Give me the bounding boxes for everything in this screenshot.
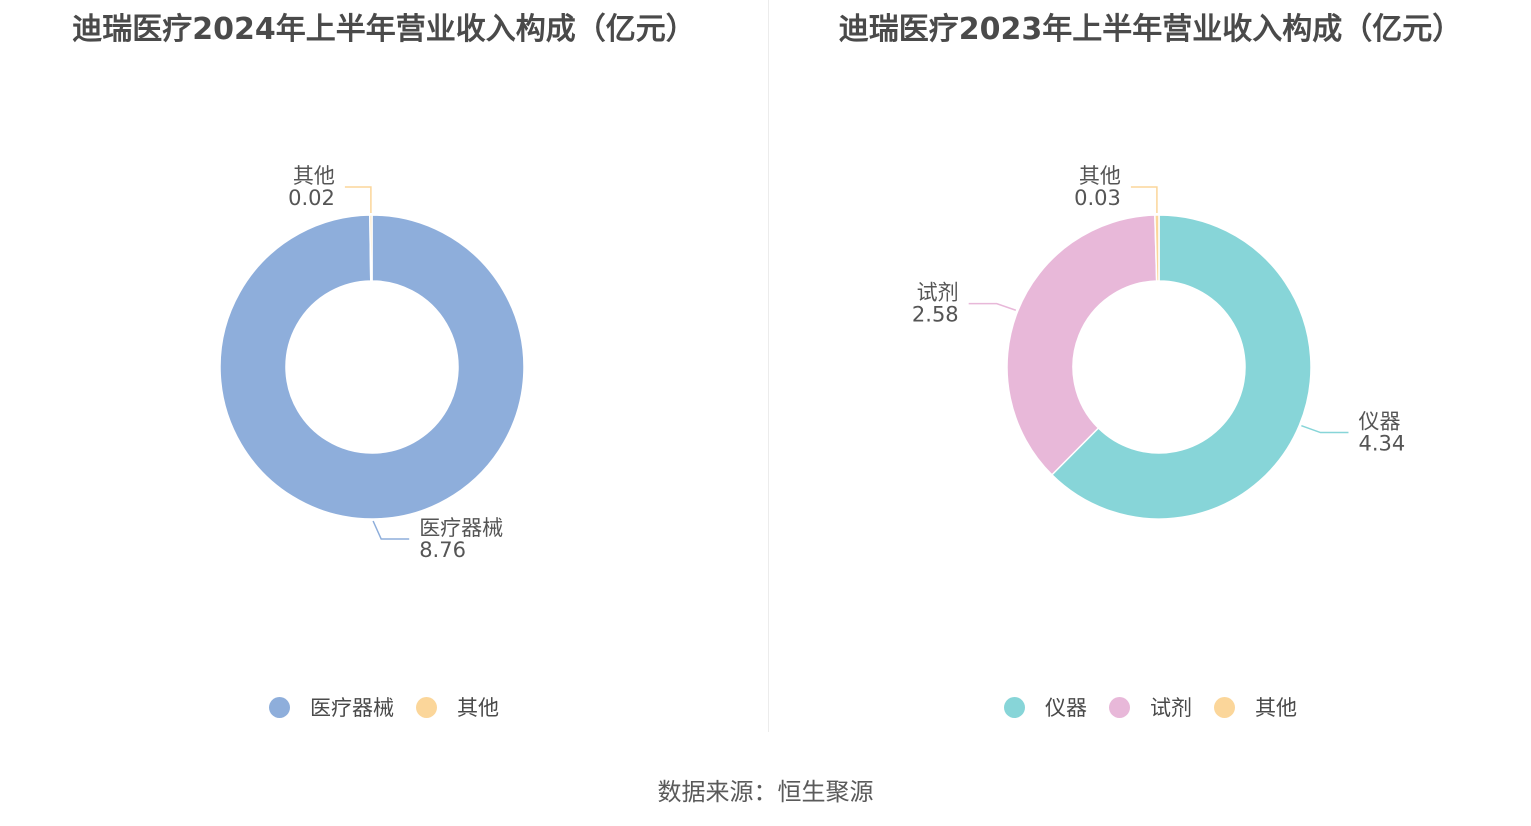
legend-label: 其他: [1255, 696, 1297, 720]
chart-panel-2024: 迪瑞医疗2024年上半年营业收入构成（亿元） 医疗器械 8.76 其他 0.02 医疗…: [0, 0, 768, 730]
slice-label-其他: 其他: [1079, 164, 1121, 188]
legend-label: 试剂: [1150, 696, 1192, 720]
leader-line-医疗器械: [372, 520, 410, 540]
slice-value-其他: 0.03: [1074, 186, 1121, 210]
legend-swatch: [1004, 696, 1025, 718]
leader-line-试剂: [968, 302, 1017, 311]
legend-item-医疗器械[interactable]: 医疗器械: [269, 692, 394, 722]
data-source: 数据来源：恒生聚源: [657, 778, 874, 806]
slice-仪器[interactable]: [1050, 214, 1312, 520]
slice-value-仪器: 4.34: [1358, 432, 1405, 456]
slice-label-仪器: 仪器: [1358, 410, 1400, 434]
legend-label: 仪器: [1045, 696, 1087, 720]
slice-label-其他: 其他: [293, 164, 335, 188]
chart-title: 迪瑞医疗2023年上半年营业收入构成（亿元）: [838, 12, 1463, 47]
leader-line-其他: [1130, 186, 1158, 214]
slice-其他[interactable]: [1154, 214, 1160, 282]
panel-divider: [768, 0, 769, 732]
slice-试剂[interactable]: [1006, 214, 1158, 476]
leader-line-其他: [344, 186, 372, 214]
slice-label-试剂: 试剂: [917, 281, 959, 305]
legend-swatch: [1109, 696, 1130, 718]
legend-item-试剂[interactable]: 试剂: [1109, 692, 1192, 722]
legend-swatch: [269, 696, 290, 718]
leader-line-仪器: [1301, 424, 1349, 434]
legend-swatch: [1214, 696, 1235, 718]
legend-swatch: [416, 696, 437, 718]
chart-panel-2023: 迪瑞医疗2023年上半年营业收入构成（亿元） 仪器 4.34 试剂 2.58 其他 0.0…: [770, 0, 1531, 730]
slice-value-医疗器械: 8.76: [419, 538, 466, 562]
donut-chart: 仪器4.34 试剂2.58 其他0.03: [912, 164, 1405, 520]
legend-label: 其他: [457, 696, 499, 720]
slice-label-医疗器械: 医疗器械: [419, 516, 503, 540]
slice-医疗器械[interactable]: [219, 214, 525, 520]
legend-item-其他[interactable]: 其他: [416, 692, 499, 722]
legend: 医疗器械 其他: [0, 692, 768, 722]
slice-value-试剂: 2.58: [912, 303, 959, 327]
legend-item-其他[interactable]: 其他: [1214, 692, 1297, 722]
legend-label: 医疗器械: [310, 696, 394, 720]
legend-item-仪器[interactable]: 仪器: [1004, 692, 1087, 722]
slice-value-其他: 0.02: [288, 186, 335, 210]
chart-title: 迪瑞医疗2024年上半年营业收入构成（亿元）: [72, 12, 696, 47]
legend: 仪器 试剂 其他: [770, 692, 1531, 722]
slice-其他[interactable]: [369, 214, 373, 282]
